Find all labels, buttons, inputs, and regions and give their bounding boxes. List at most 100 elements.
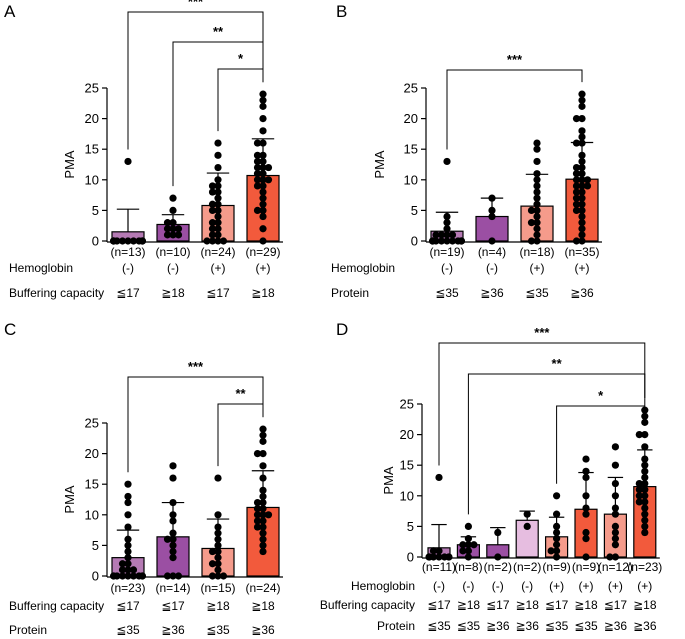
panel-d-letter: D bbox=[336, 320, 348, 339]
data-point bbox=[641, 479, 649, 488]
data-point bbox=[253, 151, 262, 159]
data-point bbox=[124, 492, 132, 501]
significance-bracket bbox=[446, 69, 583, 150]
data-point bbox=[578, 127, 586, 135]
data-point bbox=[611, 510, 620, 518]
data-point bbox=[259, 200, 267, 208]
data-point bbox=[435, 553, 443, 561]
row-label: Protein bbox=[331, 286, 369, 300]
data-point bbox=[214, 163, 222, 172]
row-value: ≧36 bbox=[633, 619, 657, 633]
n-label: (n=8) bbox=[454, 560, 482, 574]
data-point bbox=[129, 237, 138, 245]
data-point bbox=[494, 553, 502, 561]
data-point bbox=[582, 535, 590, 543]
data-point bbox=[259, 529, 267, 537]
bar bbox=[475, 215, 509, 242]
data-point bbox=[488, 237, 496, 245]
data-point bbox=[611, 553, 620, 561]
row-value: ≦35 bbox=[435, 286, 459, 300]
data-point bbox=[208, 225, 217, 233]
data-point bbox=[259, 127, 267, 135]
data-point bbox=[214, 566, 222, 574]
y-tick-label: 15 bbox=[85, 142, 99, 157]
data-point bbox=[494, 528, 502, 537]
row-value: ≦35 bbox=[457, 619, 481, 633]
y-axis-label: PMA bbox=[372, 150, 387, 179]
data-point bbox=[553, 553, 561, 561]
data-point bbox=[110, 237, 118, 245]
data-point bbox=[214, 139, 222, 147]
data-point bbox=[464, 547, 472, 555]
data-point bbox=[553, 547, 561, 555]
y-tick-label: 15 bbox=[404, 142, 418, 157]
data-point bbox=[169, 535, 177, 543]
data-point bbox=[124, 541, 132, 550]
data-point bbox=[259, 170, 267, 178]
data-point bbox=[578, 139, 586, 147]
data-point bbox=[572, 200, 581, 208]
row-value: ≧36 bbox=[251, 623, 275, 637]
data-point bbox=[124, 554, 132, 562]
panel-c-letter: C bbox=[4, 320, 16, 339]
data-point bbox=[443, 212, 451, 221]
y-tick-label: 10 bbox=[404, 172, 418, 187]
significance-label: * bbox=[238, 51, 244, 66]
row-value: ≦17 bbox=[486, 598, 510, 612]
data-point bbox=[578, 188, 586, 196]
data-point bbox=[582, 455, 590, 463]
data-point bbox=[163, 231, 172, 239]
data-point bbox=[641, 431, 649, 439]
data-point bbox=[572, 115, 581, 123]
y-tick-label: 10 bbox=[85, 172, 99, 187]
data-point bbox=[578, 219, 586, 227]
data-point bbox=[208, 560, 217, 568]
row-value: (+) bbox=[608, 579, 623, 593]
data-point bbox=[435, 473, 443, 482]
data-point bbox=[641, 406, 649, 414]
data-point bbox=[124, 572, 132, 580]
data-point bbox=[435, 547, 443, 555]
n-label: (n=13) bbox=[110, 245, 145, 259]
row-value: (-) bbox=[492, 579, 504, 593]
data-point bbox=[253, 523, 262, 531]
data-point bbox=[264, 163, 273, 172]
data-point bbox=[533, 145, 541, 153]
panel-a: A 0 5 10 15 20 25 PMA (n=13) (n=10) (n=24) (n=29) H… bbox=[4, 0, 283, 300]
y-tick-label: 5 bbox=[92, 203, 99, 218]
row-value: (+) bbox=[549, 579, 564, 593]
data-point bbox=[578, 90, 586, 98]
data-point bbox=[533, 139, 541, 147]
data-point bbox=[259, 188, 267, 196]
data-point bbox=[578, 182, 586, 190]
data-point bbox=[578, 200, 586, 208]
data-point bbox=[124, 566, 132, 574]
data-point bbox=[214, 206, 222, 214]
data-point bbox=[259, 535, 267, 543]
data-point bbox=[259, 102, 267, 110]
data-point bbox=[582, 467, 590, 475]
y-axis-label: PMA bbox=[62, 150, 77, 179]
data-point bbox=[203, 237, 211, 245]
data-point bbox=[553, 510, 561, 518]
y-tick-label: 15 bbox=[400, 458, 414, 473]
data-point bbox=[259, 151, 267, 159]
n-label: (n=14) bbox=[155, 581, 190, 595]
data-point bbox=[214, 188, 222, 196]
data-point bbox=[208, 237, 217, 245]
data-point bbox=[533, 170, 541, 178]
row-value: (-) bbox=[462, 579, 474, 593]
panel-a-letter: A bbox=[4, 2, 16, 21]
data-point bbox=[533, 194, 541, 202]
data-point bbox=[253, 170, 262, 178]
data-point bbox=[611, 528, 620, 537]
data-point bbox=[174, 231, 183, 239]
data-point bbox=[259, 450, 267, 458]
row-value: ≧36 bbox=[570, 286, 594, 300]
data-point bbox=[488, 212, 496, 221]
data-point bbox=[578, 225, 586, 233]
y-tick-label: 20 bbox=[400, 427, 414, 442]
data-point bbox=[253, 157, 262, 166]
row-value: ≦35 bbox=[116, 623, 140, 637]
